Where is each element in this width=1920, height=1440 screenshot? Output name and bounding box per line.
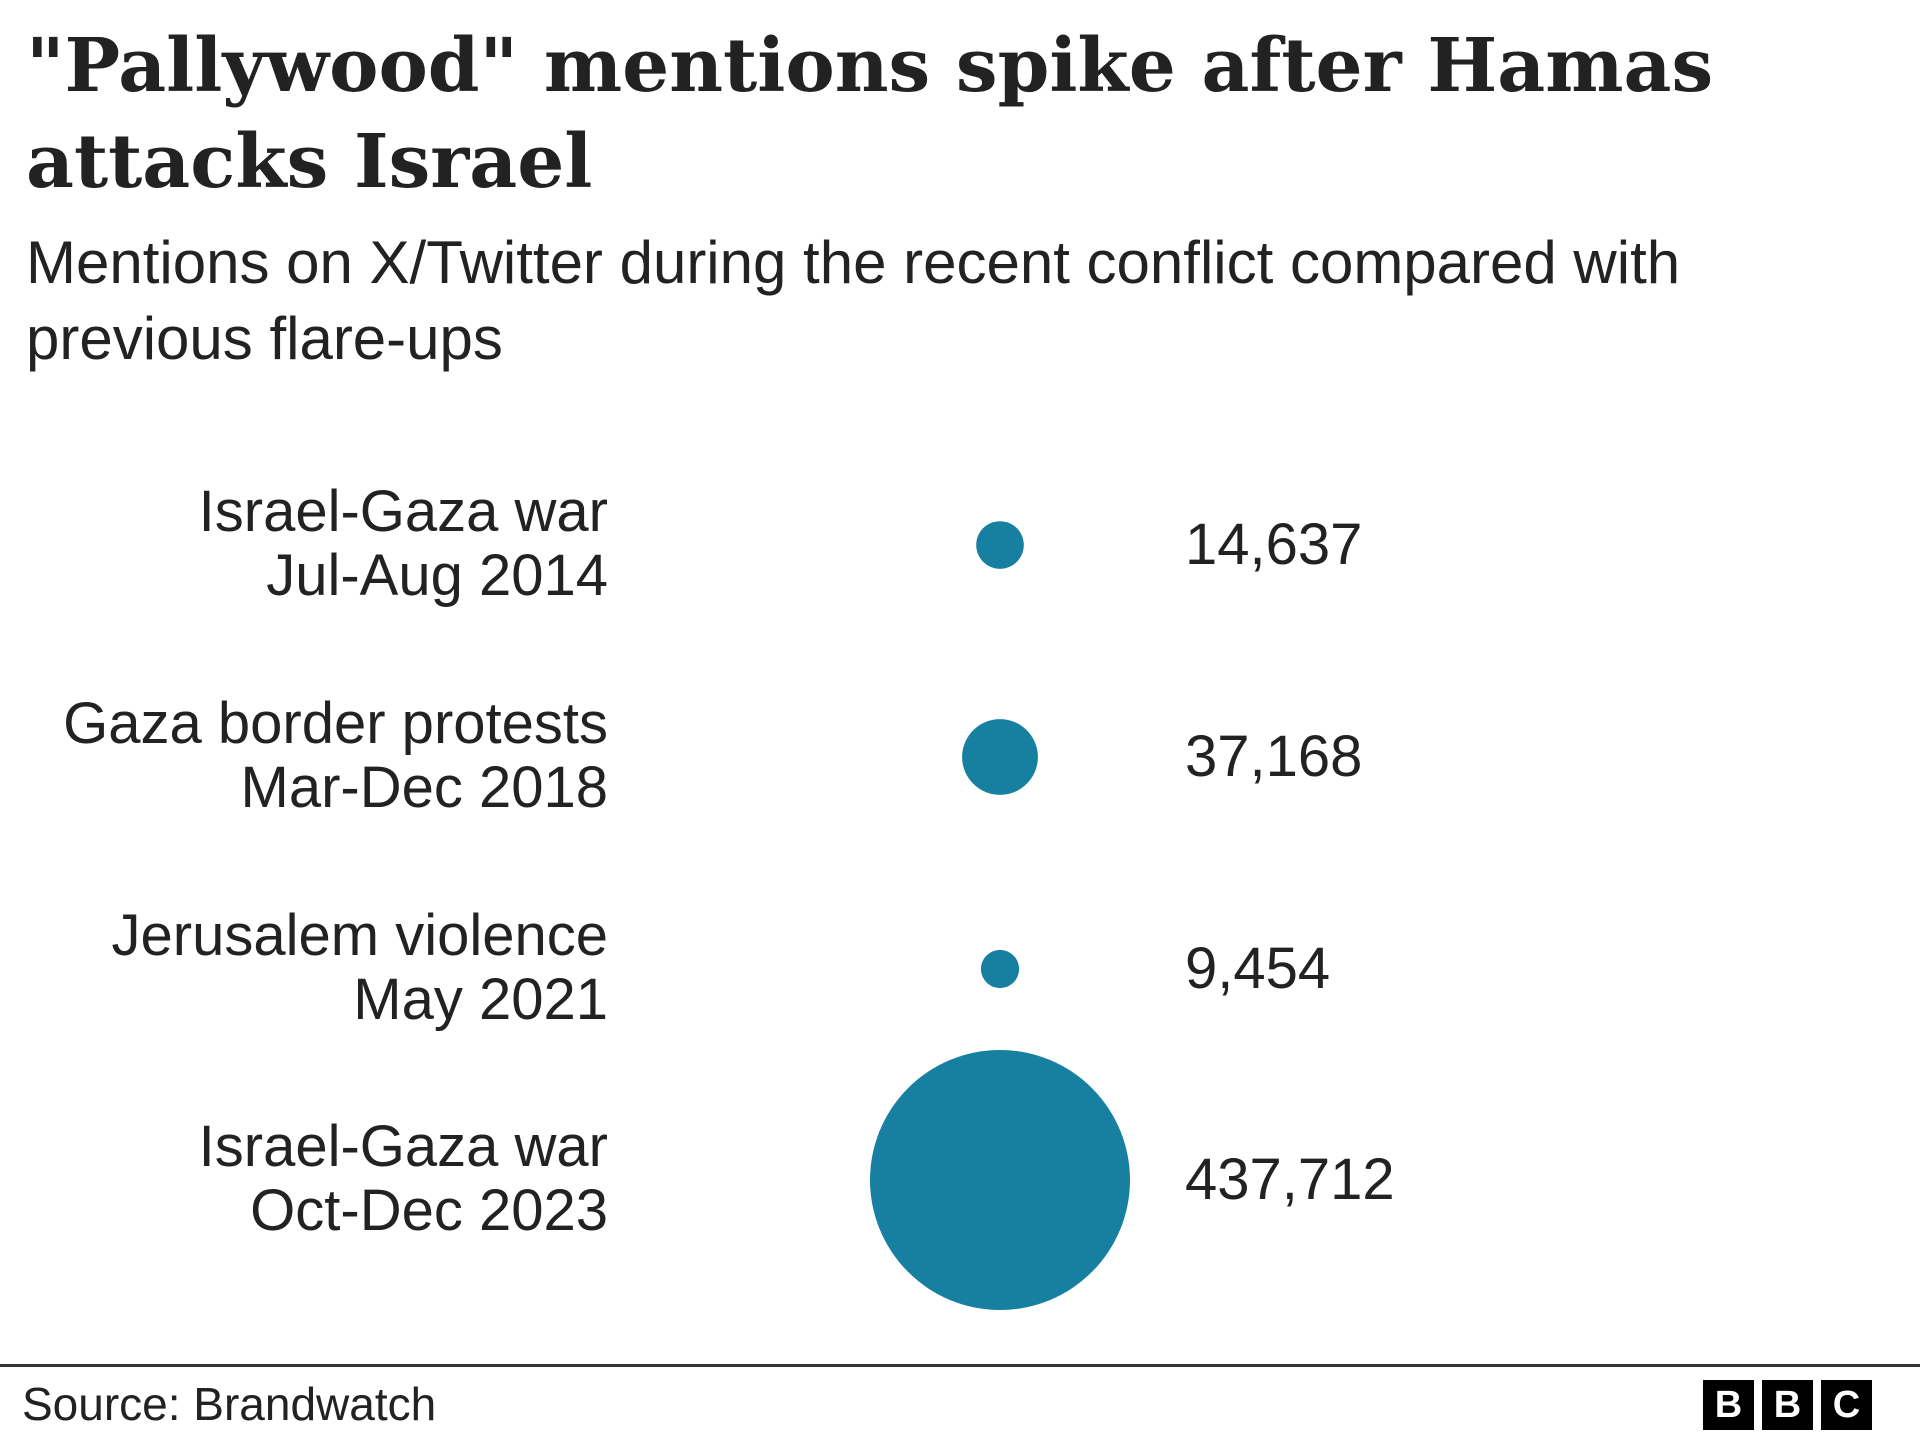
bubble-mark [870,1050,1130,1310]
category-label-line1: Jerusalem violence [111,903,608,968]
category-label: Jerusalem violence May 2021 [0,904,608,1032]
category-label-line1: Israel-Gaza war [198,479,608,544]
logo-letter: B [1762,1380,1813,1430]
category-label: Gaza border protests Mar-Dec 2018 [0,692,608,820]
logo-letter: C [1821,1380,1872,1430]
bubble-mark [980,949,1020,989]
footer-divider [0,1364,1920,1367]
category-label-line2: Oct-Dec 2023 [250,1178,608,1243]
category-label-line1: Israel-Gaza war [198,1114,608,1179]
logo-letter: B [1703,1380,1754,1430]
data-label: 437,712 [1185,1147,1395,1212]
data-label: 9,454 [1185,936,1331,1001]
chart-subtitle: Mentions on X/Twitter during the recent … [26,229,1681,372]
category-label-line1: Gaza border protests [63,691,608,756]
category-label: Israel-Gaza war Oct-Dec 2023 [0,1115,608,1243]
source-note: Source: Brandwatch [22,1378,437,1430]
category-label-line2: May 2021 [353,967,608,1032]
bubble-mark [962,719,1038,795]
bubble-mark [976,521,1024,569]
bbc-logo: B B C [1703,1380,1872,1430]
data-label: 37,168 [1185,724,1363,789]
category-label: Israel-Gaza war Jul-Aug 2014 [0,480,608,608]
category-label-line2: Mar-Dec 2018 [240,755,608,820]
chart-title: "Pallywood" mentions spike after Hamas a… [26,23,1714,205]
data-label: 14,637 [1185,512,1363,577]
category-label-line2: Jul-Aug 2014 [266,543,608,608]
